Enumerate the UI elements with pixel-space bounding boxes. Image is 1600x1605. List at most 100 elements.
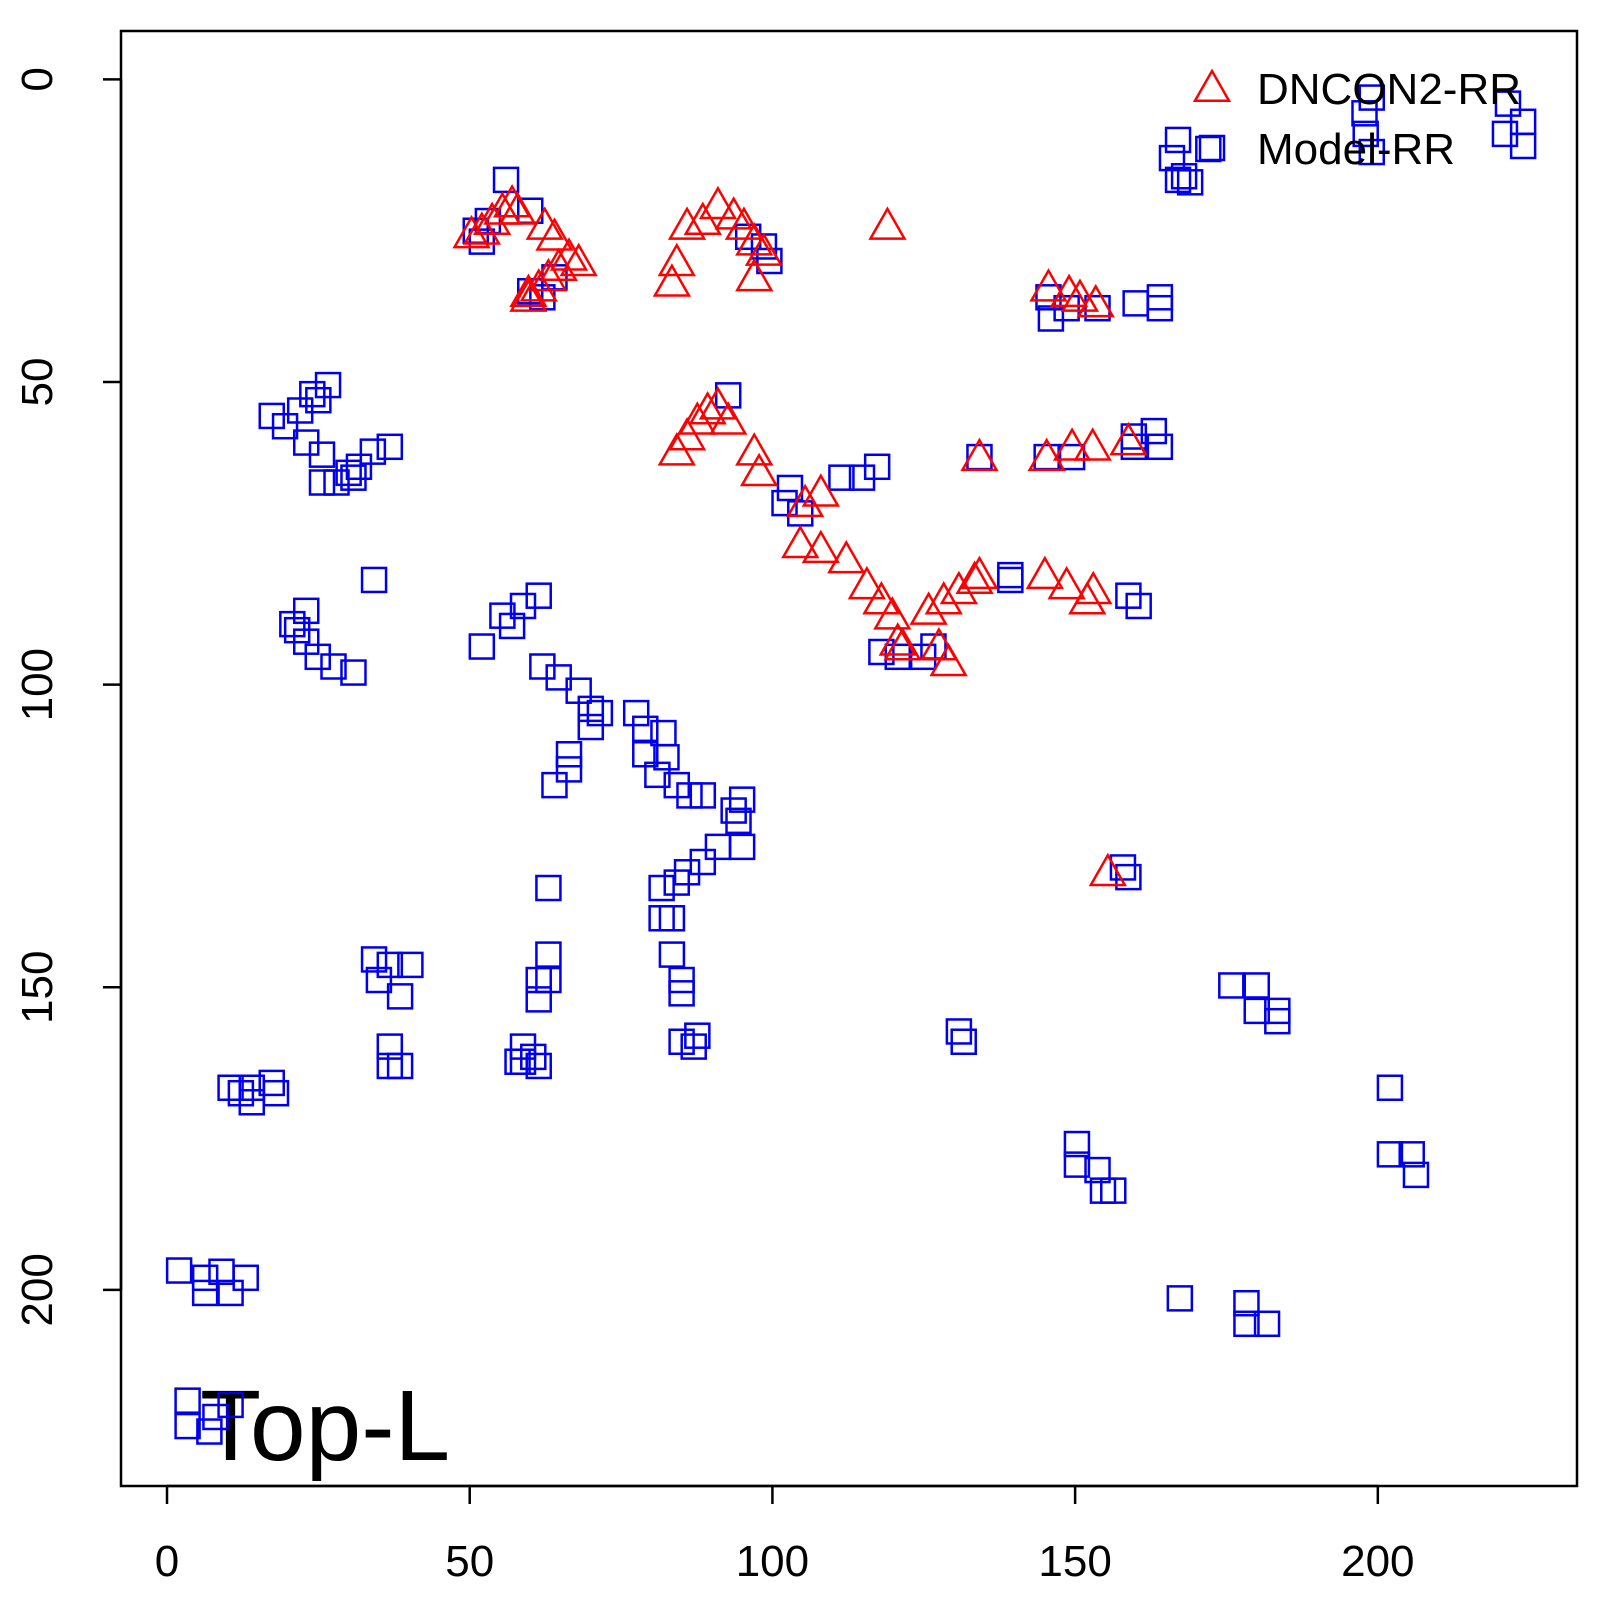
triangle-point bbox=[652, 263, 692, 297]
triangle-point bbox=[709, 401, 748, 435]
square-point bbox=[668, 966, 695, 994]
square-point bbox=[520, 1043, 547, 1071]
square-point bbox=[340, 464, 367, 491]
triangle-point bbox=[785, 483, 825, 518]
triangle-point bbox=[1052, 427, 1092, 461]
square-point bbox=[1170, 163, 1198, 190]
square-point bbox=[299, 380, 326, 408]
square-point bbox=[648, 905, 675, 932]
square-point bbox=[386, 983, 414, 1010]
square-point bbox=[1264, 1007, 1291, 1035]
square-point bbox=[577, 713, 605, 741]
triangle-point bbox=[1068, 581, 1107, 615]
square-point bbox=[191, 1279, 219, 1307]
square-point bbox=[1402, 1161, 1430, 1189]
square-point bbox=[776, 474, 804, 502]
triangle-point bbox=[498, 191, 537, 225]
square-point bbox=[1053, 294, 1080, 322]
triangle-point bbox=[529, 257, 568, 292]
square-point bbox=[704, 833, 732, 861]
triangle-point bbox=[801, 529, 841, 564]
square-point bbox=[305, 386, 332, 414]
square-point bbox=[376, 433, 404, 461]
y-tick-label: 100 bbox=[13, 648, 62, 721]
square-point bbox=[1218, 972, 1245, 999]
triangle-point bbox=[698, 185, 738, 220]
square-point bbox=[1058, 443, 1086, 471]
triangle-point bbox=[781, 524, 820, 559]
y-tick-label: 200 bbox=[13, 1253, 62, 1326]
square-point bbox=[644, 761, 671, 789]
square-point bbox=[1100, 1177, 1127, 1204]
triangle-point bbox=[847, 565, 887, 600]
triangle-point bbox=[1029, 268, 1068, 302]
triangle-point bbox=[735, 432, 774, 466]
square-point bbox=[586, 699, 614, 727]
square-point bbox=[728, 786, 756, 813]
square-point bbox=[1115, 863, 1142, 891]
square-point bbox=[386, 1052, 414, 1080]
square-point bbox=[680, 1033, 707, 1060]
square-point bbox=[509, 1033, 537, 1060]
triangle-point bbox=[724, 206, 764, 240]
triangle-point bbox=[862, 581, 901, 615]
x-tick-label: 0 bbox=[155, 1537, 179, 1586]
triangle-point bbox=[960, 437, 999, 472]
square-point bbox=[771, 489, 798, 517]
triangle-point bbox=[960, 555, 999, 590]
x-tick-label: 50 bbox=[445, 1537, 494, 1586]
x-tick-label: 100 bbox=[736, 1537, 809, 1586]
square-point bbox=[653, 744, 680, 771]
square-point bbox=[541, 771, 568, 799]
square-point bbox=[308, 441, 336, 468]
square-point bbox=[648, 874, 675, 902]
triangle-point bbox=[924, 581, 963, 615]
square-point bbox=[689, 848, 717, 876]
square-point bbox=[728, 833, 756, 861]
square-point bbox=[1063, 1151, 1091, 1178]
triangle-point bbox=[688, 390, 727, 425]
square-point bbox=[498, 612, 526, 640]
square-point bbox=[1063, 1130, 1091, 1158]
square-point bbox=[293, 597, 320, 625]
square-point bbox=[577, 695, 605, 723]
square-point bbox=[376, 1033, 404, 1060]
triangle-point bbox=[657, 242, 696, 277]
triangle-point bbox=[1060, 278, 1100, 312]
triangle-point bbox=[1027, 437, 1066, 472]
square-point bbox=[535, 874, 562, 902]
square-point bbox=[1243, 997, 1270, 1025]
triangle-point bbox=[1109, 421, 1148, 456]
square-point bbox=[304, 643, 332, 671]
triangle-point bbox=[883, 627, 922, 661]
square-point bbox=[320, 653, 347, 680]
square-point bbox=[314, 371, 342, 399]
square-point bbox=[365, 966, 393, 994]
plot-frame bbox=[119, 29, 1579, 1488]
square-point bbox=[909, 643, 937, 671]
square-point bbox=[232, 1264, 259, 1292]
square-point bbox=[1084, 1156, 1111, 1184]
triangle-point bbox=[735, 257, 774, 292]
square-point bbox=[673, 859, 701, 886]
triangle-point bbox=[667, 206, 707, 240]
square-point bbox=[1164, 126, 1192, 154]
square-point bbox=[174, 1387, 201, 1414]
square-point bbox=[676, 782, 703, 809]
triangle-point bbox=[868, 206, 907, 240]
square-point bbox=[555, 741, 583, 768]
square-point bbox=[525, 1052, 552, 1080]
square-point bbox=[1376, 1074, 1404, 1102]
square-point bbox=[535, 941, 562, 968]
triangle-point bbox=[1073, 427, 1112, 461]
series bbox=[452, 183, 1148, 887]
square-point bbox=[1146, 433, 1174, 461]
square-point bbox=[279, 610, 306, 638]
square-point bbox=[1243, 972, 1270, 999]
triangle-point bbox=[698, 386, 738, 420]
square-point bbox=[622, 699, 650, 727]
square-point bbox=[217, 1074, 244, 1102]
square-point bbox=[1358, 84, 1386, 111]
square-point bbox=[1164, 166, 1192, 194]
triangle-point bbox=[739, 452, 779, 487]
